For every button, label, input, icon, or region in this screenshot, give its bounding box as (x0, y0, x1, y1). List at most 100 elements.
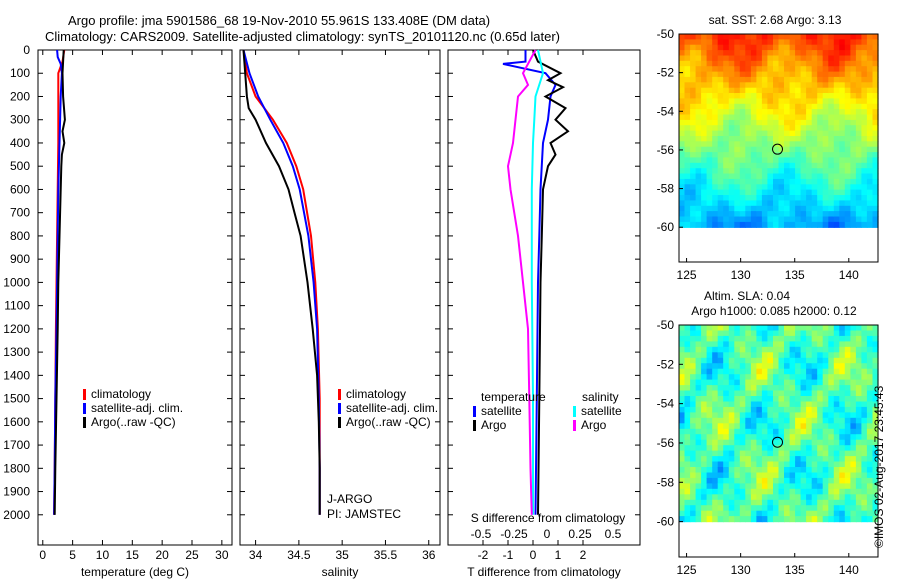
sla-cell (850, 346, 857, 353)
sst-cell (789, 130, 796, 137)
sla-cell (866, 406, 873, 413)
sst-cell (795, 39, 802, 46)
sla-cell (745, 341, 752, 348)
sla-cell (855, 439, 862, 446)
sst-cell (690, 141, 697, 148)
sla-cell (872, 325, 879, 332)
sst-cell (844, 114, 851, 121)
sla-cell (861, 363, 868, 370)
sla-cell (800, 439, 807, 446)
sla-cell (822, 357, 829, 364)
sla-cell (739, 483, 746, 490)
sla-cell (872, 423, 879, 430)
sla-cell (690, 379, 697, 386)
sla-cell (795, 352, 802, 359)
sla-cell (679, 412, 686, 419)
sla-cell (806, 472, 813, 479)
sla-cell (822, 396, 829, 403)
sst-cell (778, 136, 785, 142)
sst-cell (701, 205, 708, 212)
sla-cell (795, 445, 802, 452)
sla-cell (717, 467, 724, 474)
sla-y-tick-label: -58 (657, 475, 675, 489)
sla-cell (701, 335, 708, 342)
sla-cell (706, 423, 713, 430)
diff-series-t-argo (532, 49, 570, 515)
diff-series-s-argo (506, 49, 537, 515)
sla-cell (723, 483, 730, 490)
sst-cell (844, 50, 851, 57)
sst-cell (745, 205, 752, 212)
sla-cell (844, 516, 851, 523)
sla-cell (872, 341, 879, 348)
sla-cell (817, 483, 824, 490)
sla-cell (712, 341, 719, 348)
sst-cell (723, 162, 730, 169)
sst-cell (739, 93, 746, 99)
sla-cell (756, 461, 763, 468)
sla-cell (861, 428, 868, 435)
diff-legend-title-salinity: salinity (582, 390, 619, 404)
sla-cell (800, 363, 807, 370)
sst-cell (866, 82, 873, 89)
sla-cell (690, 390, 697, 397)
sla-cell (761, 472, 768, 479)
sst-cell (817, 125, 824, 132)
sla-cell (679, 510, 686, 517)
sst-cell (734, 76, 741, 83)
sst-cell (839, 200, 846, 207)
sla-cell (706, 385, 713, 392)
sla-cell (684, 396, 691, 403)
sst-cell (684, 55, 691, 62)
sst-cell (712, 109, 719, 116)
sst-cell (717, 216, 724, 223)
sla-cell (756, 472, 763, 479)
sla-cell (861, 335, 868, 342)
sst-cell (690, 178, 697, 185)
sst-cell (739, 55, 746, 62)
sla-cell (784, 450, 791, 457)
sla-cell (767, 368, 774, 375)
sst-cell (773, 168, 780, 175)
sla-cell (750, 412, 757, 419)
sla-cell (844, 477, 851, 484)
sst-cell (839, 109, 846, 116)
sla-cell (690, 467, 697, 474)
sla-cell (872, 379, 879, 386)
sla-cell (695, 505, 702, 512)
sst-cell (800, 200, 807, 207)
sla-cell (844, 406, 851, 413)
sla-cell (745, 406, 752, 413)
sla-cell (817, 494, 824, 501)
sla-cell (745, 363, 752, 370)
sst-cell (811, 55, 818, 62)
sla-cell (850, 401, 857, 408)
sla-cell (817, 363, 824, 370)
sst-cell (712, 76, 719, 83)
sst-cell (855, 60, 862, 67)
sla-cell (855, 363, 862, 370)
sst-cell (717, 205, 724, 212)
sst-cell (706, 189, 713, 196)
sst-cell (828, 109, 835, 116)
sst-cell (822, 119, 829, 126)
sst-cell (679, 71, 686, 78)
sst-cell (734, 205, 741, 212)
sst-cell (778, 173, 785, 180)
sla-cell (761, 396, 768, 403)
sla-cell (806, 423, 813, 430)
sst-cell (872, 114, 879, 121)
sst-cell (817, 82, 824, 89)
sla-cell (866, 335, 873, 342)
sla-cell (806, 450, 813, 457)
sst-cell (850, 71, 857, 78)
sst-cell (844, 39, 851, 46)
sst-cell (690, 205, 697, 212)
sst-cell (811, 119, 818, 126)
sst-cell (811, 87, 818, 94)
sla-cell (872, 510, 879, 517)
sst-cell (844, 103, 851, 110)
sla-cell (855, 341, 862, 348)
sst-cell (866, 93, 873, 99)
sst-cell (773, 114, 780, 121)
